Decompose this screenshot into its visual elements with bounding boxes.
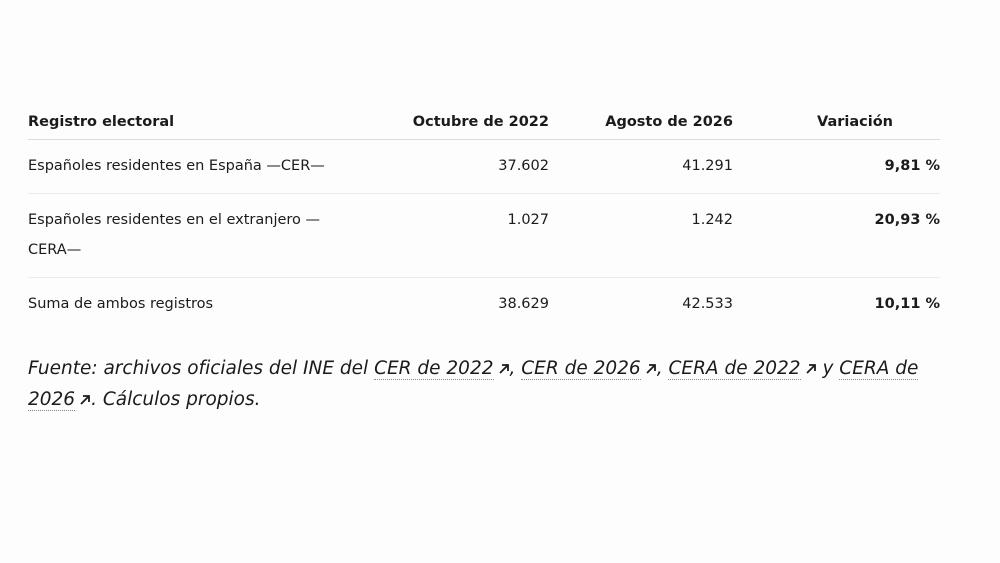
header-row: Registro electoral Octubre de 2022 Agost… bbox=[28, 104, 940, 140]
registry-table: Registro electoral Octubre de 2022 Agost… bbox=[28, 104, 940, 331]
external-link-icon bbox=[805, 364, 816, 374]
row-label: Suma de ambos registros bbox=[28, 296, 214, 312]
value-cell: 9,81 % bbox=[733, 139, 940, 194]
source-link[interactable]: CERA de 2026 bbox=[28, 358, 919, 411]
header-cell: Variación bbox=[733, 104, 940, 140]
value-cell: 37.602 bbox=[338, 139, 549, 194]
source-note: Fuente: archivos oficiales del INE del C… bbox=[28, 353, 928, 415]
source-text: , bbox=[509, 358, 522, 379]
value-cell: 42.533 bbox=[682, 296, 733, 312]
value-cell: 1.242 bbox=[549, 193, 733, 278]
table-row: Españoles residentes en el extranjero —C… bbox=[28, 193, 940, 278]
source-text: , bbox=[656, 358, 669, 379]
source-link[interactable]: CERA de 2022 bbox=[668, 358, 801, 380]
value-cell: 10,11 % bbox=[874, 296, 940, 312]
value-cell: 1.027 bbox=[338, 193, 549, 278]
header-cell: Registro electoral bbox=[28, 104, 338, 140]
source-text: y bbox=[816, 358, 840, 379]
value-cell: 20,93 % bbox=[733, 193, 940, 278]
table-body: Españoles residentes en España —CER— 37.6… bbox=[28, 139, 940, 332]
row-label: Españoles residentes en el extranjero —C… bbox=[28, 193, 338, 278]
source-text: . Cálculos propios. bbox=[91, 389, 261, 410]
header-cell: Octubre de 2022 bbox=[338, 104, 549, 140]
source-text: Fuente: archivos oficiales del INE del bbox=[28, 358, 375, 379]
source-link[interactable]: CER de 2026 bbox=[521, 358, 641, 380]
value-cell: 41.291 bbox=[549, 139, 733, 194]
table-row: Españoles residentes en España —CER— 37.6… bbox=[28, 139, 940, 194]
table-row: Suma de ambos registros 38.629 42.533 10,11… bbox=[28, 278, 940, 332]
external-link-icon bbox=[80, 395, 90, 405]
row-label: Españoles residentes en España —CER— bbox=[28, 139, 338, 194]
external-link-icon bbox=[498, 364, 509, 374]
header-cell: Agosto de 2026 bbox=[549, 104, 733, 140]
source-link[interactable]: CER de 2022 bbox=[374, 358, 494, 380]
value-cell: 38.629 bbox=[498, 296, 549, 312]
external-link-icon bbox=[646, 364, 656, 374]
